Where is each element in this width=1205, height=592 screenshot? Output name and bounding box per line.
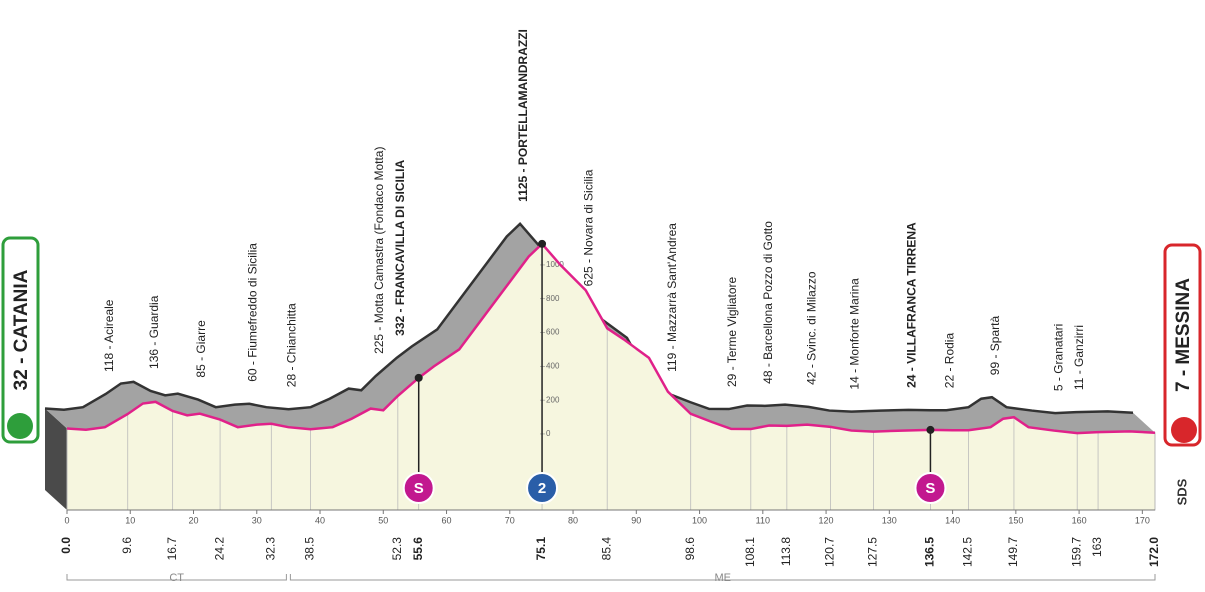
km-label: 38.5 — [303, 537, 317, 561]
profile-side — [45, 408, 67, 510]
waypoint-label: 332 - FRANCAVILLA DI SICILIA — [393, 159, 407, 335]
x-tick-label: 90 — [631, 515, 641, 525]
km-label: 120.7 — [823, 537, 837, 567]
y-tick-label: 800 — [546, 294, 560, 303]
x-tick-label: 110 — [756, 515, 770, 525]
logo: SDS — [1174, 478, 1189, 505]
km-label: 127.5 — [866, 537, 880, 567]
province-label: ME — [714, 572, 731, 584]
km-label: 108.1 — [743, 537, 757, 567]
km-label: 113.8 — [779, 537, 793, 566]
km-label: 172.0 — [1147, 537, 1161, 567]
finish-icon — [1171, 417, 1197, 443]
km-label: 98.6 — [683, 537, 697, 561]
km-label: 159.7 — [1069, 537, 1083, 567]
waypoint-label: 225 - Motta Camastra (Fondaco Motta) — [372, 146, 386, 353]
y-tick-label: 1000 — [546, 260, 564, 269]
x-tick-label: 160 — [1072, 515, 1087, 525]
km-label: 163 — [1090, 537, 1104, 557]
x-tick-label: 100 — [692, 515, 707, 525]
x-tick-label: 10 — [125, 515, 135, 525]
km-label: 149.7 — [1006, 537, 1020, 567]
x-tick-label: 20 — [189, 515, 199, 525]
marker-label: S — [414, 480, 424, 497]
x-tick-label: 140 — [945, 515, 960, 525]
profile-face — [66, 243, 1156, 511]
province-bracket — [66, 574, 287, 581]
waypoint-label: 625 - Novara di Sicilia — [581, 169, 595, 286]
waypoint-label: 48 - Barcellona Pozzo di Gotto — [761, 221, 775, 384]
x-tick-label: 0 — [64, 515, 69, 525]
marker-dot — [414, 373, 423, 382]
finish-label: 7 - MESSINA — [1173, 278, 1194, 392]
province-label: CT — [169, 572, 184, 584]
y-tick-label: 0 — [546, 429, 551, 438]
km-label: 142.5 — [961, 537, 975, 567]
marker-label: 2 — [538, 480, 546, 497]
waypoint-label: 1125 - PORTELLAMANDRAZZI — [516, 29, 530, 202]
km-label: 9.6 — [120, 537, 134, 554]
x-tick-label: 120 — [819, 515, 834, 525]
waypoint-label: 28 - Chianchitta — [285, 303, 299, 387]
waypoint-label: 42 - Svinc. di Milazzo — [805, 271, 819, 385]
marker-label: S — [925, 480, 935, 497]
km-label: 75.1 — [534, 537, 548, 561]
waypoint-label: 14 - Monforte Marina — [848, 278, 862, 390]
marker-dot — [538, 239, 547, 248]
km-label: 0.0 — [59, 537, 73, 554]
x-tick-label: 150 — [1008, 515, 1023, 525]
waypoint-label: 136 - Guardia — [147, 295, 161, 369]
marker — [526, 472, 559, 504]
start-label: 32 - CATANIA — [11, 269, 32, 390]
y-tick-label: 400 — [546, 361, 560, 370]
x-tick-label: 40 — [315, 515, 325, 525]
x-tick-label: 130 — [882, 515, 897, 525]
marker — [914, 472, 947, 504]
x-tick-label: 60 — [442, 515, 452, 525]
waypoint-label: 99 - Spartà — [988, 316, 1002, 376]
waypoint-label: 85 - Giarre — [194, 320, 208, 378]
start-icon — [7, 413, 33, 439]
marker — [402, 472, 435, 504]
province-bracket — [289, 574, 1156, 581]
x-tick-label: 70 — [505, 515, 515, 525]
waypoint-label: 29 - Terme Vigliatore — [725, 276, 739, 387]
waypoint-label: 24 - VILLAFRANCA TIRRENA — [905, 222, 919, 388]
waypoint-label: 5 - Granatari — [1051, 324, 1065, 391]
start-box — [1, 236, 40, 444]
y-tick-label: 200 — [546, 395, 560, 404]
km-label: 16.7 — [165, 537, 179, 561]
km-label: 136.5 — [923, 537, 937, 567]
finish-box — [1163, 243, 1202, 447]
km-label: 85.4 — [599, 537, 613, 561]
x-tick-label: 80 — [568, 515, 578, 525]
km-label: 52.3 — [390, 537, 404, 561]
x-tick-label: 50 — [378, 515, 388, 525]
profile-line — [66, 242, 1156, 435]
waypoint-label: 119 - Mazzarrà Sant'Andrea — [665, 223, 679, 372]
km-label: 24.2 — [212, 537, 226, 561]
waypoint-label: 22 - Rodia — [943, 333, 957, 389]
marker-dot — [926, 425, 935, 434]
km-label: 32.3 — [263, 537, 277, 561]
y-tick-label: 600 — [546, 328, 560, 337]
x-tick-label: 170 — [1135, 515, 1150, 525]
km-label: 55.6 — [411, 537, 425, 561]
waypoint-label: 60 - Fiumefreddo di Sicilia — [245, 243, 259, 382]
waypoint-label: 118 - Acireale — [102, 299, 116, 372]
waypoint-label: 11 - Ganzirri — [1072, 325, 1086, 390]
x-tick-label: 30 — [252, 515, 262, 525]
